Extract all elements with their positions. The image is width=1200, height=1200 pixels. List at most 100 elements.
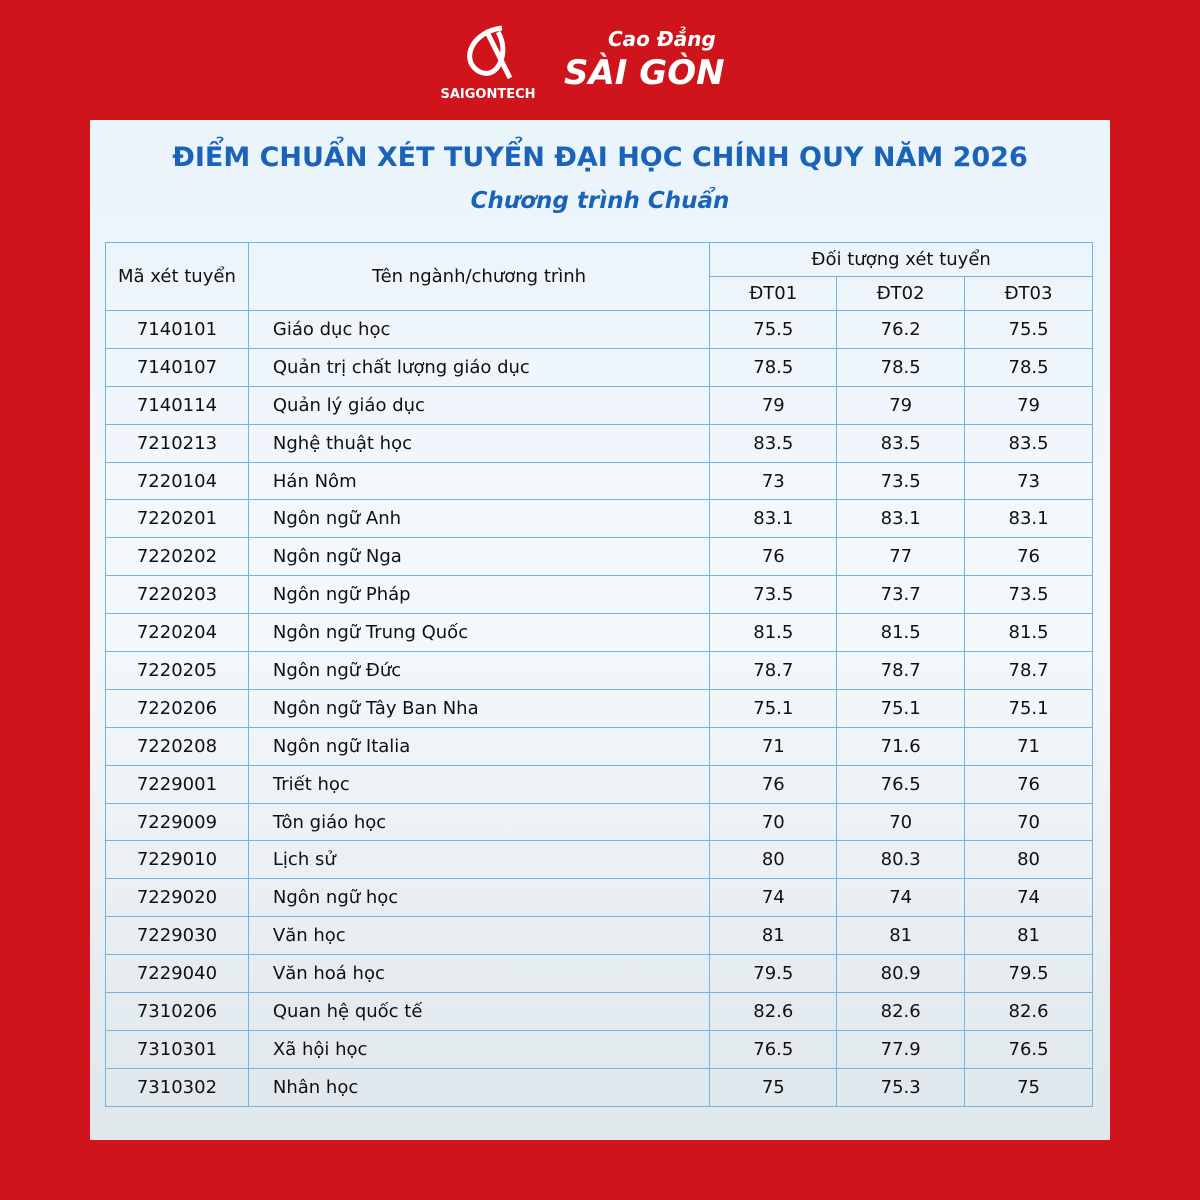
score-cell: 81.5 xyxy=(964,613,1093,653)
code-cell: 7310206 xyxy=(105,992,249,1031)
table-row: 7229020 Ngôn ngữ học 74 74 74 xyxy=(105,878,1093,918)
score-cell: 77 xyxy=(836,537,966,577)
header-cell: ĐT03 xyxy=(964,276,1093,311)
score-cell: 71 xyxy=(964,726,1093,766)
score-cell: 78.5 xyxy=(836,347,966,387)
header-row: ĐT01 ĐT02 ĐT03 xyxy=(106,276,1093,311)
name-cell: Văn học xyxy=(247,916,711,956)
score-table: Mã xét tuyển Tên ngành/chương trình Đối … xyxy=(105,242,1093,1107)
score-cell: 75.1 xyxy=(964,688,1093,728)
code-cell: 7140101 xyxy=(105,310,249,349)
score-cell: 70 xyxy=(709,802,838,842)
score-cell: 79.5 xyxy=(709,954,838,994)
code-cell: 7229030 xyxy=(105,916,249,956)
code-cell: 7140114 xyxy=(105,385,249,425)
table-row: 7229010 Lịch sử 80 80.3 80 xyxy=(105,840,1093,880)
score-cell: 83.1 xyxy=(709,499,838,539)
logo: SAIGONTECH Cao Đẳng SÀI GÒN xyxy=(440,25,725,102)
code-cell: 7229010 xyxy=(105,840,249,880)
score-cell: 74 xyxy=(709,878,838,918)
name-cell: Giáo dục học xyxy=(247,310,711,349)
code-cell: 7220208 xyxy=(105,726,249,766)
score-cell: 76 xyxy=(964,537,1093,577)
score-cell: 83.5 xyxy=(836,423,966,463)
score-cell: 73.5 xyxy=(709,575,838,615)
name-cell: Ngôn ngữ Trung Quốc xyxy=(247,613,711,653)
score-cell: 78.7 xyxy=(836,651,966,690)
score-cell: 70 xyxy=(836,802,966,842)
table-row: 7229001 Triết học 76 76.5 76 xyxy=(105,764,1093,804)
code-cell: 7210213 xyxy=(105,423,249,463)
name-cell: Quản lý giáo dục xyxy=(247,385,711,425)
score-cell: 76 xyxy=(709,764,838,804)
score-cell: 76.2 xyxy=(836,310,966,349)
score-cell: 81 xyxy=(964,916,1093,956)
panel: ĐIỂM CHUẨN XÉT TUYỂN ĐẠI HỌC CHÍNH QUY N… xyxy=(90,120,1110,1140)
score-cell: 75.1 xyxy=(709,688,838,728)
header-cell: Đối tượng xét tuyển xyxy=(709,242,1093,277)
score-cell: 79 xyxy=(964,385,1093,425)
table-row: 7220202 Ngôn ngữ Nga 76 77 76 xyxy=(105,537,1093,577)
name-cell: Quan hệ quốc tế xyxy=(247,992,711,1031)
score-cell: 78.7 xyxy=(964,651,1093,690)
table-row: 7220201 Ngôn ngữ Anh 83.1 83.1 83.1 xyxy=(105,499,1093,539)
table-row: 7210213 Nghệ thuật học 83.5 83.5 83.5 xyxy=(105,423,1093,463)
score-cell: 73 xyxy=(964,461,1093,501)
code-cell: 7229040 xyxy=(105,954,249,994)
brand-line2: SÀI GÒN xyxy=(564,52,725,93)
score-cell: 79.5 xyxy=(964,954,1093,994)
score-cell: 75 xyxy=(964,1067,1093,1107)
table-body: Mã xét tuyển Tên ngành/chương trình Đối … xyxy=(105,242,1093,1107)
score-cell: 83.5 xyxy=(709,423,838,463)
score-cell: 81 xyxy=(836,916,966,956)
table-row: 7220205 Ngôn ngữ Đức 78.7 78.7 78.7 xyxy=(105,651,1093,690)
code-cell: 7229001 xyxy=(105,764,249,804)
score-cell: 73 xyxy=(709,461,838,501)
score-cell: 75.5 xyxy=(709,310,838,349)
table-row: 7310206 Quan hệ quốc tế 82.6 82.6 82.6 xyxy=(105,992,1093,1031)
name-cell: Nghệ thuật học xyxy=(247,423,711,463)
score-cell: 83.1 xyxy=(964,499,1093,539)
name-cell: Ngôn ngữ Đức xyxy=(247,651,711,690)
name-cell: Ngôn ngữ Anh xyxy=(247,499,711,539)
table-row: 7229040 Văn hoá học 79.5 80.9 79.5 xyxy=(105,954,1093,994)
table-row: 7140114 Quản lý giáo dục 79 79 79 xyxy=(105,385,1093,425)
name-cell: Xã hội học xyxy=(247,1029,711,1069)
name-cell: Nhân học xyxy=(247,1067,711,1107)
name-cell: Ngôn ngữ học xyxy=(247,878,711,918)
score-cell: 76 xyxy=(964,764,1093,804)
header-cell: ĐT01 xyxy=(709,276,838,311)
score-cell: 80.3 xyxy=(836,840,966,880)
name-cell: Ngôn ngữ Italia xyxy=(247,726,711,766)
table-row: 7220204 Ngôn ngữ Trung Quốc 81.5 81.5 81.5 xyxy=(105,613,1093,653)
name-cell: Ngôn ngữ Tây Ban Nha xyxy=(247,688,711,728)
score-cell: 71 xyxy=(709,726,838,766)
header-row: Mã xét tuyển Tên ngành/chương trình Đối … xyxy=(105,242,1093,311)
code-cell: 7310302 xyxy=(105,1067,249,1107)
score-cell: 82.6 xyxy=(709,992,838,1031)
header-cell: Mã xét tuyển xyxy=(105,242,249,311)
score-cell: 80 xyxy=(964,840,1093,880)
score-cell: 78.5 xyxy=(964,347,1093,387)
score-cell: 79 xyxy=(709,385,838,425)
score-cell: 73.5 xyxy=(964,575,1093,615)
score-cell: 80.9 xyxy=(836,954,966,994)
code-cell: 7220203 xyxy=(105,575,249,615)
score-cell: 81 xyxy=(709,916,838,956)
title: ĐIỂM CHUẨN XÉT TUYỂN ĐẠI HỌC CHÍNH QUY N… xyxy=(172,142,1028,173)
brand-line1: Cao Đẳng xyxy=(608,27,716,51)
table-row: 7220208 Ngôn ngữ Italia 71 71.6 71 xyxy=(105,726,1093,766)
table-row: 7229009 Tôn giáo học 70 70 70 xyxy=(105,802,1093,842)
score-cell: 79 xyxy=(836,385,966,425)
logo-mark xyxy=(467,25,513,80)
code-cell: 7220205 xyxy=(105,651,249,690)
score-cell: 73.7 xyxy=(836,575,966,615)
code-cell: 7140107 xyxy=(105,347,249,387)
subtitle: Chương trình Chuẩn xyxy=(470,188,730,214)
table-row: 7220104 Hán Nôm 73 73.5 73 xyxy=(105,461,1093,501)
name-cell: Ngôn ngữ Nga xyxy=(247,537,711,577)
brand: SAIGONTECH xyxy=(440,87,535,102)
score-cell: 73.5 xyxy=(836,461,966,501)
table-row: 7310301 Xã hội học 76.5 77.9 76.5 xyxy=(105,1029,1093,1069)
